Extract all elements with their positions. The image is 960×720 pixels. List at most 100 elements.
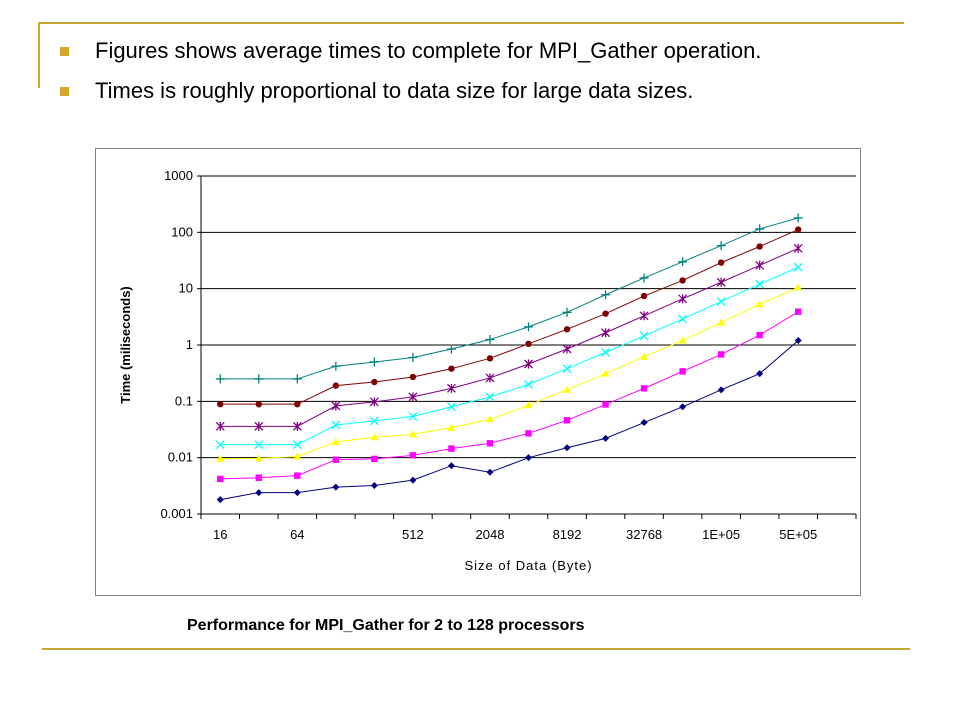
x-tick-label: 8192 [553, 527, 582, 542]
data-point [448, 445, 455, 452]
series-line [220, 287, 799, 460]
data-point [486, 355, 494, 362]
x-tick-label: 16 [213, 527, 227, 542]
series-line [220, 311, 799, 480]
data-point [255, 489, 263, 497]
data-point [409, 452, 417, 459]
data-point [602, 434, 610, 442]
data-point [525, 454, 532, 462]
data-point [255, 474, 262, 481]
data-point [755, 300, 764, 308]
data-point [793, 213, 803, 223]
data-point [717, 259, 725, 266]
data-point [371, 378, 378, 386]
series-line [220, 217, 799, 380]
data-point [292, 421, 302, 431]
data-point [370, 433, 379, 441]
data-point [678, 336, 687, 344]
y-tick-label: 1 [186, 337, 193, 352]
data-point [601, 328, 611, 338]
data-point [331, 420, 341, 430]
data-point [292, 440, 302, 450]
data-point [756, 243, 763, 250]
data-point [216, 496, 224, 504]
data-point [795, 308, 802, 315]
data-point [294, 400, 301, 408]
data-point [640, 352, 649, 360]
y-tick-label: 0.001 [160, 506, 193, 521]
data-point [563, 417, 571, 424]
data-point [678, 294, 688, 304]
data-point [524, 401, 533, 409]
x-tick-label: 64 [290, 527, 304, 542]
data-point [678, 257, 688, 267]
data-point [446, 344, 456, 354]
data-point [292, 374, 302, 384]
bullet-square-icon [60, 47, 69, 56]
y-tick-label: 100 [171, 224, 193, 239]
data-point [254, 440, 264, 450]
data-point [332, 382, 340, 389]
data-point [525, 430, 532, 437]
chart-caption: Performance for MPI_Gather for 2 to 128 … [187, 617, 585, 634]
bullet-text: Figures shows average times to complete … [95, 38, 762, 63]
data-point [216, 454, 225, 462]
data-point [716, 297, 726, 307]
data-point [602, 401, 609, 408]
x-tick-label: 2048 [476, 527, 505, 542]
data-point [294, 472, 301, 479]
data-point [793, 243, 803, 253]
y-tick-label: 1000 [164, 168, 193, 183]
data-point [563, 326, 571, 333]
data-point [485, 373, 495, 383]
data-point [369, 357, 379, 367]
data-point [524, 379, 533, 389]
data-point [448, 365, 455, 372]
x-tick-label: 1E+05 [702, 527, 740, 542]
series-line [220, 229, 799, 405]
data-point [601, 290, 611, 300]
data-point [408, 411, 418, 421]
data-point [639, 273, 649, 283]
bottom-rule [42, 648, 910, 650]
data-point [409, 476, 417, 484]
data-point [485, 415, 494, 423]
y-axis-title: Time (miliseconds) [118, 286, 133, 404]
data-point [601, 347, 611, 357]
data-point [678, 314, 688, 324]
data-point [524, 359, 533, 369]
data-point [485, 392, 495, 402]
data-point [447, 462, 455, 470]
data-point [217, 475, 224, 483]
chart: 1000 100 10 1 0.1 0.01 0.001 16 64 512 2048 8192 327… [118, 168, 857, 573]
data-point [447, 423, 456, 431]
data-point [409, 373, 417, 381]
data-point [756, 331, 763, 339]
data-point [679, 368, 686, 375]
data-point [215, 440, 225, 450]
data-point [717, 318, 726, 326]
data-point [369, 416, 379, 426]
data-point [369, 397, 379, 407]
y-tick-label: 0.01 [168, 450, 193, 465]
data-point [293, 489, 301, 497]
data-point [717, 351, 725, 358]
y-tick-label: 0.1 [175, 393, 193, 408]
data-point [446, 383, 456, 393]
data-point [255, 400, 262, 408]
data-point [254, 421, 264, 431]
data-point [717, 386, 725, 394]
data-point [756, 370, 764, 378]
bullet-text: Times is roughly proportional to data si… [95, 78, 694, 103]
data-point [486, 440, 494, 447]
series-line [220, 266, 799, 446]
x-tick-label: 512 [402, 527, 424, 542]
data-point [563, 444, 571, 452]
data-point [524, 322, 533, 332]
data-point [639, 311, 649, 321]
data-point [254, 374, 264, 384]
chart-frame: 1000 100 10 1 0.1 0.01 0.001 16 64 512 2048 8192 327… [95, 148, 861, 596]
data-point [640, 292, 648, 300]
data-point [371, 455, 378, 463]
series-line [220, 247, 799, 427]
